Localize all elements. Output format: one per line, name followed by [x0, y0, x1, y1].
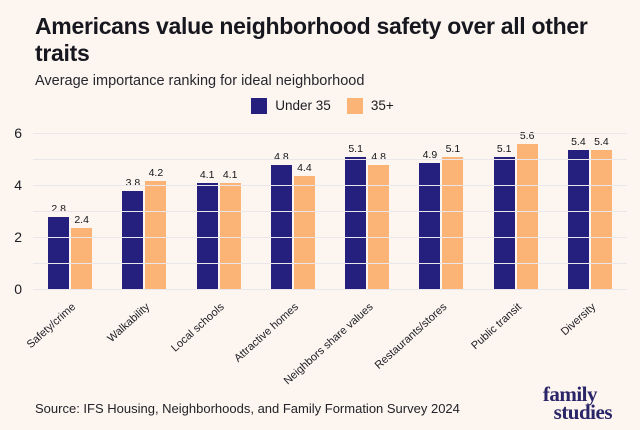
x-tick-label: Safety/crime	[24, 301, 79, 351]
bar-groups: 2.8 2.4 3.8 4.2 4.1 4.1 4.8 4.4 5.1 4.8 4.9 5.1 5.1 5…	[33, 130, 627, 290]
logo-word-family: family	[542, 382, 598, 407]
x-tick-label: Walkability	[105, 301, 153, 345]
y-tick-label: 4	[14, 177, 22, 194]
source-note: Source: IFS Housing, Neighborhoods, and …	[35, 401, 460, 416]
bar-value-label: 4.1	[199, 169, 215, 182]
bar	[368, 165, 390, 290]
bar	[71, 227, 93, 290]
chart-subtitle: Average importance ranking for ideal nei…	[35, 72, 365, 89]
bar-value-label: 4.9	[422, 148, 438, 161]
bar	[493, 157, 515, 290]
bar-column: 5.4	[590, 135, 612, 290]
bar	[270, 165, 292, 290]
y-tick-label: 2	[14, 229, 22, 246]
bar	[145, 180, 167, 290]
x-label-slot: Public transit	[469, 293, 553, 385]
bar-group: 5.1 4.8	[330, 134, 404, 290]
bar-value-label: 4.2	[148, 166, 164, 179]
bar-value-label: 4.8	[274, 151, 289, 164]
bar-value-label: 3.8	[125, 177, 141, 190]
bar	[122, 191, 144, 290]
x-label-slot: Restaurants/stores	[373, 293, 478, 385]
bar-group: 4.8 4.4	[256, 134, 330, 290]
bar	[419, 162, 441, 290]
bar-value-label: 5.1	[445, 143, 461, 156]
gridline	[33, 133, 627, 134]
family-studies-logo: family studies	[542, 382, 613, 424]
x-label-slot: Neighbors share values	[281, 293, 404, 387]
bar-column: 4.8	[368, 151, 390, 290]
bar-column: 4.1	[219, 169, 241, 290]
bar-value-label: 2.8	[51, 203, 66, 216]
bar-column: 2.8	[48, 203, 70, 290]
bar-value-label: 4.8	[371, 151, 386, 164]
x-label-slot: Safety/crime	[25, 293, 107, 385]
bar-column: 4.1	[196, 169, 218, 290]
bar-group: 3.8 4.2	[107, 134, 181, 290]
x-label-slot: Diversity	[553, 293, 627, 385]
gridline	[33, 237, 627, 238]
bar-column: 4.4	[293, 161, 315, 290]
bar	[516, 144, 538, 290]
bar-value-label: 2.4	[74, 213, 89, 226]
legend: Under 35 35+	[35, 97, 610, 114]
bar-group: 4.9 5.1	[404, 134, 478, 290]
legend-swatch-icon	[346, 97, 363, 114]
legend-label: 35+	[370, 98, 394, 114]
x-label-slot: Local schools	[169, 293, 256, 385]
bar-column: 5.1	[345, 143, 367, 290]
bar-value-label: 5.1	[348, 143, 363, 156]
gridline	[33, 185, 627, 186]
bar-column: 5.1	[493, 143, 515, 290]
chart-title: Americans value neighborhood safety over…	[35, 13, 588, 66]
bar-group: 5.1 5.6	[479, 130, 553, 290]
bar-value-label: 4.4	[297, 161, 312, 174]
bar-column: 4.9	[419, 148, 441, 290]
plot-area: 2.8 2.4 3.8 4.2 4.1 4.1 4.8 4.4 5.1 4.8 4.9 5.1 5.1 5…	[33, 130, 627, 290]
x-label-slot: Walkability	[105, 293, 181, 385]
bar-column: 5.4	[567, 135, 589, 290]
legend-item: 35+	[346, 97, 394, 114]
y-axis: 0 2 4 6	[0, 125, 26, 297]
x-axis-labels: Safety/crime Walkability Local schools Attr…	[25, 293, 627, 387]
logo-word-studies: studies	[553, 399, 613, 424]
bar-column: 4.2	[145, 166, 167, 290]
gridline	[33, 211, 627, 212]
bar	[48, 217, 70, 290]
bar	[442, 157, 464, 290]
bar-group: 2.8 2.4	[33, 134, 107, 290]
gridline	[33, 289, 627, 290]
y-tick-label: 6	[14, 125, 22, 142]
bar-group: 4.1 4.1	[182, 134, 256, 290]
bar-value-label: 5.4	[594, 135, 609, 148]
gridline	[33, 159, 627, 160]
bar	[590, 149, 612, 290]
bar-column: 2.4	[71, 213, 93, 290]
bar	[345, 157, 367, 290]
legend-item: Under 35	[251, 97, 331, 114]
chart-header: Americans value neighborhood safety over…	[0, 0, 640, 114]
x-tick-label: Diversity	[558, 301, 598, 339]
bar	[293, 175, 315, 290]
bar-value-label: 4.1	[222, 169, 238, 182]
bar-column: 5.1	[442, 143, 464, 290]
bar-value-label: 5.4	[571, 135, 586, 148]
gridline	[33, 263, 627, 264]
bar-group: 5.4 5.4	[553, 134, 627, 290]
legend-swatch-icon	[251, 97, 268, 114]
bar-column: 4.8	[270, 151, 292, 290]
y-tick-label: 0	[14, 281, 22, 298]
legend-label: Under 35	[275, 98, 331, 114]
bar	[567, 149, 589, 290]
bar-column: 3.8	[122, 177, 144, 290]
bar-value-label: 5.1	[496, 143, 512, 156]
